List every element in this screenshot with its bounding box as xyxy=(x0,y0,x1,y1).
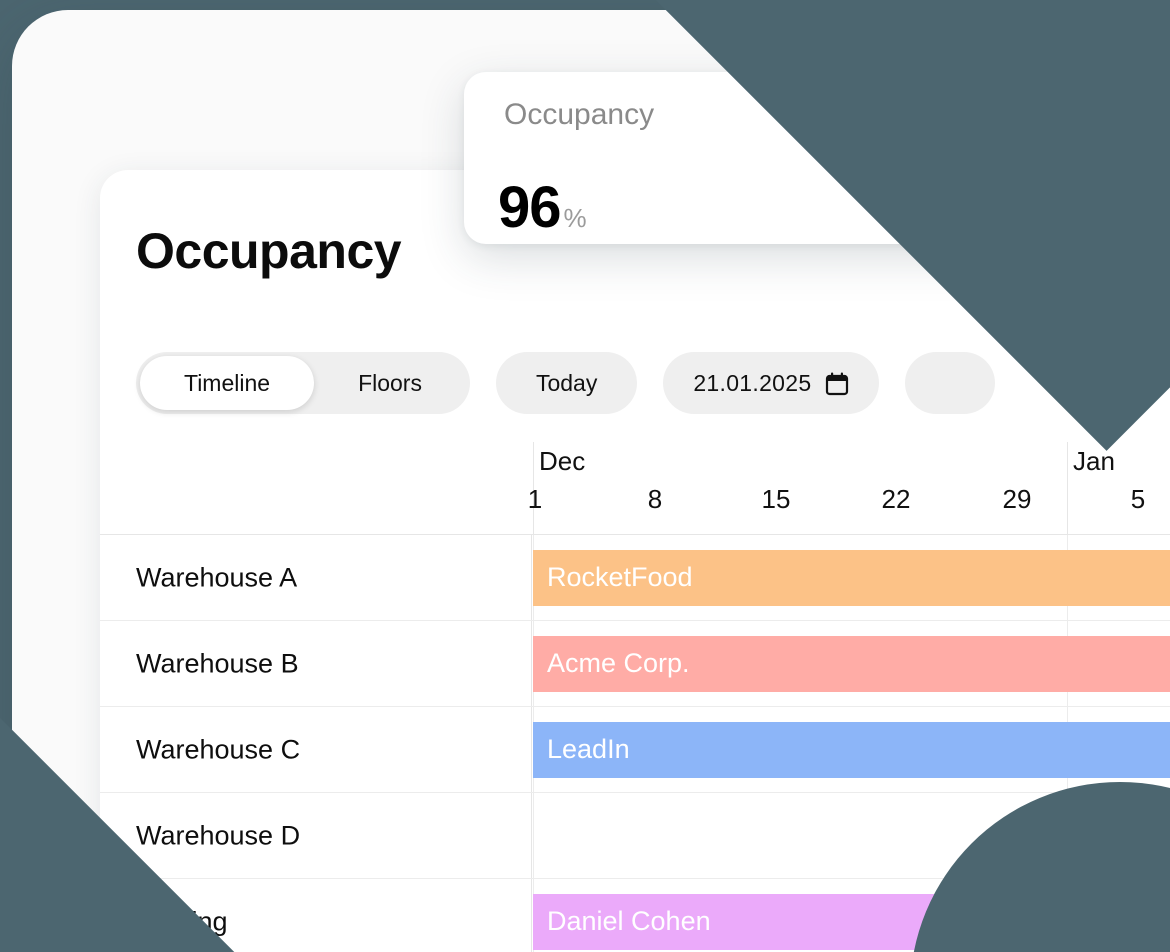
kpi-period-label: Today xyxy=(937,100,1012,131)
kpi-value-unit: % xyxy=(563,203,587,233)
label-column-divider xyxy=(531,535,532,620)
calendar-icon xyxy=(825,371,849,396)
table-row[interactable]: Warehouse C LeadIn xyxy=(100,707,1170,793)
timeline-bar-label: Daniel Cohen xyxy=(547,906,711,936)
timeline-gridline xyxy=(1067,793,1068,878)
timeline-bar-label: RocketFood xyxy=(547,562,693,592)
table-row[interactable]: Warehouse B Acme Corp. xyxy=(100,621,1170,707)
tab-floors[interactable]: Floors xyxy=(314,356,466,410)
timeline-bar[interactable]: Daniel Cohen xyxy=(533,893,1170,950)
table-row[interactable]: Warehouse A RocketFood xyxy=(100,535,1170,621)
occupancy-content-card: Occupancy Timeline Floors Today 21.01.20… xyxy=(100,170,1170,952)
timeline-month-label: Jan xyxy=(1073,446,1115,476)
timeline-gridline xyxy=(533,793,534,878)
label-column-divider xyxy=(531,793,532,878)
timeline-gridline-tick xyxy=(1067,442,1068,535)
tab-timeline[interactable]: Timeline xyxy=(140,356,315,410)
row-label: Warehouse C xyxy=(136,734,301,764)
timeline-rows: Warehouse A RocketFood Warehouse B Acme Cor… xyxy=(100,535,1170,952)
timeline-day-label: 15 xyxy=(761,484,791,514)
page-title: Occupancy xyxy=(136,223,402,279)
timeline-month-label: Dec xyxy=(539,446,586,476)
timeline-bar[interactable]: LeadIn xyxy=(533,721,1170,778)
timeline-bar-label: LeadIn xyxy=(547,734,630,764)
timeline-day-label: 22 xyxy=(881,484,911,514)
today-button[interactable]: Today xyxy=(495,352,638,414)
timeline-day-label: 1 xyxy=(527,484,543,514)
row-label: Warehouse A xyxy=(136,562,298,592)
view-segmented-control[interactable]: Timeline Floors xyxy=(136,352,470,414)
timeline-bar[interactable]: Acme Corp. xyxy=(533,635,1170,692)
row-label: Warehouse B xyxy=(136,648,299,678)
kpi-value-group: 96 % xyxy=(498,174,587,241)
timeline-day-label: 29 xyxy=(1002,484,1032,514)
occupancy-kpi-card[interactable]: Occupancy Today 96 % xyxy=(464,72,1050,244)
timeline-gridline-tick xyxy=(533,442,534,535)
kpi-value-number: 96 xyxy=(498,175,562,240)
row-label: Parking xyxy=(136,906,228,936)
row-label: Warehouse D xyxy=(136,820,301,850)
table-row[interactable]: Parking Daniel Cohen xyxy=(100,879,1170,952)
timeline-day-label: 5 xyxy=(1130,484,1146,514)
timeline-day-label: 8 xyxy=(647,484,663,514)
controls-toolbar: Timeline Floors Today 21.01.2025 xyxy=(136,352,996,414)
kpi-title: Occupancy xyxy=(504,98,655,131)
timeline-bar[interactable]: RocketFood xyxy=(533,549,1170,606)
timeline-bar-label: Acme Corp. xyxy=(547,648,690,678)
tab-timeline-label: Timeline xyxy=(184,369,271,396)
label-column-divider xyxy=(531,621,532,706)
label-column-divider xyxy=(531,879,532,952)
date-picker[interactable]: 21.01.2025 xyxy=(663,352,880,414)
today-button-label: Today xyxy=(535,369,598,396)
date-picker-value: 21.01.2025 xyxy=(693,369,812,396)
timeline-header: Dec Jan 1 8 15 22 29 5 xyxy=(100,432,1170,535)
extra-filter-button[interactable] xyxy=(905,352,996,414)
timeline-chart: Dec Jan 1 8 15 22 29 5 Warehouse A RocketFood War… xyxy=(100,432,1170,952)
table-row[interactable]: Warehouse D xyxy=(100,793,1170,879)
label-column-divider xyxy=(531,707,532,792)
tab-floors-label: Floors xyxy=(358,369,422,396)
